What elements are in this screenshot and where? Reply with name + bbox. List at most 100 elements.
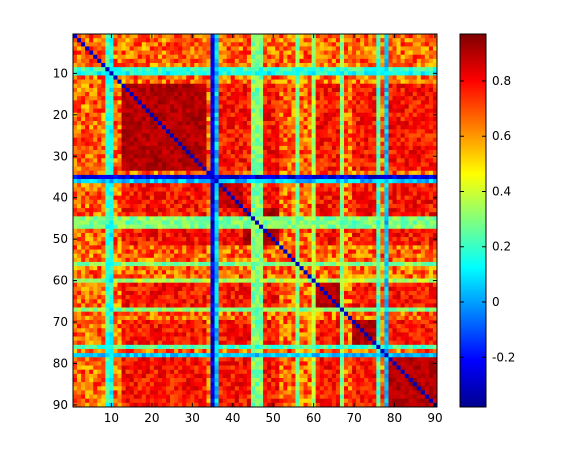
heatmap-cell <box>117 108 122 114</box>
heatmap-cell <box>259 116 264 122</box>
heatmap-cell <box>230 125 236 130</box>
heatmap-cell <box>226 195 232 201</box>
heatmap-cell <box>149 58 155 64</box>
heatmap-cell <box>242 195 248 201</box>
heatmap-cell <box>222 125 228 130</box>
heatmap-cell <box>319 71 325 76</box>
heatmap-cell <box>202 179 207 184</box>
heatmap-cell <box>331 158 337 163</box>
heatmap-cell <box>246 170 252 176</box>
heatmap-cell <box>287 34 292 39</box>
heatmap-cell <box>315 199 321 205</box>
heatmap-cell <box>287 249 292 254</box>
heatmap-cell <box>206 58 211 64</box>
heatmap-cell <box>303 54 308 60</box>
heatmap-cell <box>174 154 179 159</box>
heatmap-cell <box>259 220 264 225</box>
heatmap-cell <box>73 166 78 172</box>
heatmap-cell <box>137 150 143 155</box>
heatmap-cell <box>141 116 147 122</box>
heatmap-cell <box>161 125 167 130</box>
heatmap-cell <box>428 75 434 80</box>
heatmap-cell <box>117 261 122 267</box>
heatmap-cell <box>279 92 284 97</box>
heatmap-cell <box>81 187 86 192</box>
heatmap-cell <box>186 100 191 105</box>
heatmap-cell <box>85 183 90 188</box>
heatmap-cell <box>206 212 211 217</box>
heatmap-cell <box>380 71 385 76</box>
heatmap-cell <box>303 179 308 184</box>
heatmap-cell <box>400 100 405 105</box>
heatmap-cell <box>267 145 272 151</box>
heatmap-cell <box>356 100 361 105</box>
heatmap-cell <box>166 174 171 180</box>
heatmap-cell <box>380 50 385 56</box>
heatmap-cell <box>307 237 312 242</box>
heatmap-cell <box>222 237 228 242</box>
heatmap-cell <box>291 220 296 225</box>
heatmap-cell <box>170 228 175 234</box>
heatmap-cell <box>250 245 256 250</box>
heatmap-cell <box>360 67 365 72</box>
heatmap-cell <box>178 129 183 134</box>
heatmap-cell <box>343 170 349 176</box>
heatmap-cell <box>186 208 191 213</box>
heatmap-cell <box>271 253 276 259</box>
heatmap-cell <box>263 121 268 126</box>
heatmap-cell <box>250 166 256 172</box>
heatmap-cell <box>250 145 256 151</box>
heatmap-cell <box>279 224 284 230</box>
heatmap-cell <box>283 183 288 188</box>
heatmap-cell <box>388 174 393 180</box>
heatmap-cell <box>339 34 345 39</box>
heatmap-cell <box>105 191 110 196</box>
heatmap-cell <box>125 63 130 68</box>
heatmap-cell <box>307 71 312 76</box>
heatmap-cell <box>267 125 272 130</box>
heatmap-cell <box>315 203 321 209</box>
heatmap-cell <box>226 100 232 105</box>
heatmap-cell <box>129 63 135 68</box>
heatmap-cell <box>121 199 126 205</box>
heatmap-cell <box>210 34 215 39</box>
heatmap-cell <box>85 241 90 246</box>
heatmap-cell <box>408 208 414 213</box>
heatmap-cell <box>101 208 106 213</box>
heatmap-cell <box>218 58 223 64</box>
heatmap-cell <box>303 208 308 213</box>
heatmap-cell <box>109 137 114 143</box>
heatmap-cell <box>315 179 321 184</box>
heatmap-cell <box>89 83 94 89</box>
heatmap-cell <box>194 253 199 259</box>
heatmap-cell <box>384 145 389 151</box>
heatmap-cell <box>161 249 167 254</box>
heatmap-cell <box>352 79 357 85</box>
heatmap-cell <box>109 154 114 159</box>
heatmap-cell <box>105 125 110 130</box>
heatmap-cell <box>323 96 329 101</box>
heatmap-cell <box>299 75 304 80</box>
heatmap-cell <box>335 174 341 180</box>
heatmap-cell <box>133 38 139 43</box>
heatmap-cell <box>218 241 223 246</box>
heatmap-cell <box>238 224 244 230</box>
heatmap-cell <box>206 154 211 159</box>
heatmap-cell <box>327 50 333 56</box>
heatmap-cell <box>255 50 260 56</box>
heatmap-cell <box>222 199 228 205</box>
heatmap-cell <box>214 208 219 213</box>
heatmap-cell <box>198 228 203 234</box>
heatmap-cell <box>360 158 365 163</box>
heatmap-cell <box>259 100 264 105</box>
heatmap-cell <box>109 100 114 105</box>
heatmap-cell <box>343 187 349 192</box>
heatmap-cell <box>186 224 191 230</box>
heatmap-cell <box>242 150 248 155</box>
heatmap-cell <box>113 241 118 246</box>
heatmap-cell <box>133 116 139 122</box>
heatmap-cell <box>170 137 175 143</box>
heatmap-cell <box>287 71 292 76</box>
heatmap-cell <box>89 158 94 163</box>
heatmap-cell <box>396 63 401 68</box>
